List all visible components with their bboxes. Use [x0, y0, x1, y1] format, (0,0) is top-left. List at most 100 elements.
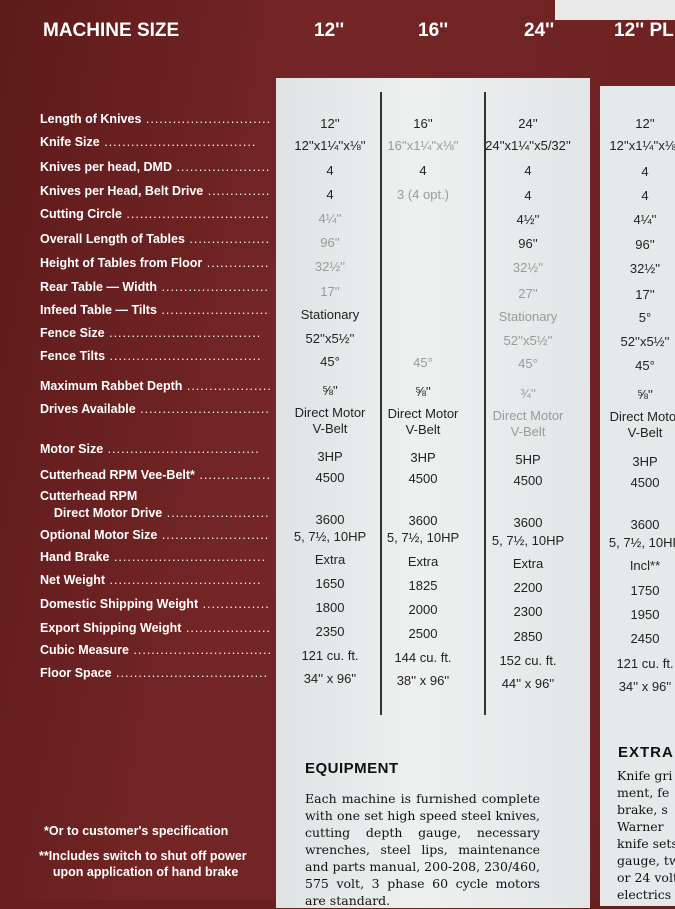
spec-value: 3HP: [632, 453, 658, 469]
spec-value: 12''x1¼''x⅛'': [609, 138, 675, 154]
spec-value: 17'': [320, 284, 340, 299]
size-header: 16'': [418, 20, 449, 41]
spec-value: 17'': [635, 286, 655, 302]
spec-value: 24''x1¼''x5/32'': [485, 138, 571, 154]
spec-value: ⅝'': [637, 387, 653, 402]
spec-value: 32½'': [629, 261, 661, 277]
spec-value: 3600: [513, 515, 543, 531]
row-label: Floor Space: [40, 666, 270, 680]
spec-value: 24'': [518, 116, 538, 131]
spec-value: 12'': [320, 116, 340, 131]
size-header: 24'': [524, 20, 555, 41]
spec-value: 4500: [408, 471, 438, 487]
row-label: Maximum Rabbet Depth: [40, 379, 270, 393]
spec-value: 1950: [630, 606, 660, 622]
spec-value: 3HP: [317, 449, 343, 464]
spec-value: 12'': [635, 116, 655, 131]
row-label: Infeed Table — Tilts: [40, 303, 270, 317]
footnote: **Includes switch to shut off power upon…: [39, 849, 247, 879]
spec-panel: [276, 78, 590, 908]
spec-value: 45°: [320, 354, 340, 369]
spec-value: 34'' x 96'': [618, 679, 672, 694]
spec-value: 32½'': [314, 259, 346, 274]
spec-value: 2850: [513, 628, 543, 644]
row-label: Net Weight: [40, 573, 270, 587]
page-corner: [555, 0, 675, 20]
size-header: 12'': [314, 20, 345, 41]
spec-value: 34'' x 96'': [303, 671, 357, 686]
row-label: Domestic Shipping Weight: [40, 597, 270, 611]
spec-value: Direct Motor V-Belt: [294, 405, 366, 436]
spec-value: 4½'': [516, 211, 540, 227]
spec-value: ¾'': [520, 385, 536, 401]
column-divider: [380, 92, 382, 715]
spec-value: 3HP: [410, 450, 436, 466]
spec-value: 45°: [413, 354, 433, 370]
spec-value: 3 (4 opt.): [396, 187, 450, 203]
spec-value: 1800: [315, 600, 345, 615]
spec-value: Stationary: [300, 307, 360, 322]
spec-value: 2350: [315, 624, 345, 639]
spec-value: 4: [326, 163, 334, 178]
spec-value: 1750: [630, 582, 660, 598]
spec-value: 4¼'': [318, 211, 342, 226]
spec-value: Direct Motor V-Belt: [492, 407, 564, 439]
row-label: Optional Motor Size: [40, 528, 270, 542]
spec-value: Incl**: [629, 558, 661, 574]
spec-panel-right: [600, 86, 675, 906]
spec-value: 38'' x 96'': [396, 673, 450, 688]
spec-value: 27'': [518, 285, 538, 301]
spec-value: 121 cu. ft.: [301, 648, 359, 663]
spec-value: 4: [524, 187, 532, 203]
spec-value: 96'': [635, 236, 655, 252]
spec-value: 4: [419, 163, 427, 179]
spec-value: 5, 7½, 10HP: [608, 534, 675, 550]
spec-value: 4: [641, 188, 649, 204]
row-label: Rear Table — Width: [40, 280, 270, 294]
machine-size-heading: MACHINE SIZE: [43, 20, 180, 41]
spec-value: 4¼'': [633, 212, 657, 228]
extras-heading: EXTRA: [618, 744, 674, 761]
row-label: Cutting Circle: [40, 207, 270, 221]
row-label: Cutterhead RPM Direct Motor Drive: [40, 488, 270, 522]
spec-value: 1650: [315, 576, 345, 591]
spec-value: 4: [524, 163, 532, 179]
spec-value: Direct Motor V-Belt: [387, 406, 459, 438]
spec-value: 2000: [408, 601, 438, 617]
row-label: Overall Length of Tables: [40, 232, 270, 246]
spec-value: Extra: [407, 553, 439, 569]
spec-value: 152 cu. ft.: [499, 652, 557, 668]
spec-value: 5, 7½, 10HP: [386, 530, 460, 546]
spec-value: 96'': [320, 235, 340, 250]
row-label: Drives Available: [40, 402, 270, 416]
spec-value: 5°: [638, 309, 652, 325]
row-label: Cubic Measure: [40, 643, 270, 657]
spec-value: 1825: [408, 577, 438, 593]
column-divider: [484, 92, 486, 715]
row-label: Export Shipping Weight: [40, 621, 270, 635]
spec-value: ⅝'': [415, 384, 431, 399]
spec-value: 96'': [518, 236, 538, 252]
size-header: 12'' PL: [614, 20, 674, 41]
spec-value: 52''x5½'': [503, 333, 553, 349]
spec-value: 5, 7½, 10HP: [293, 529, 367, 544]
row-label: Fence Tilts: [40, 349, 270, 363]
row-label: Knife Size: [40, 135, 270, 149]
spec-value: 16''x1¼''x⅛'': [387, 138, 459, 154]
spec-value: 45°: [635, 357, 655, 373]
spec-value: 144 cu. ft.: [394, 649, 452, 665]
spec-value: Extra: [512, 555, 544, 571]
row-label: Height of Tables from Floor: [40, 256, 270, 270]
row-label: Motor Size: [40, 442, 270, 456]
row-label: Fence Size: [40, 326, 270, 340]
extras-text: Knife gri ment, fe brake, s Warner knife…: [617, 768, 675, 902]
spec-value: 4: [641, 163, 649, 179]
spec-value: 121 cu. ft.: [616, 655, 674, 671]
spec-value: 3600: [630, 517, 660, 533]
spec-value: 32½'': [512, 260, 544, 276]
spec-value: 52''x5½'': [620, 334, 670, 350]
row-label: Hand Brake: [40, 550, 270, 564]
spec-value: Direct Motor V-Belt: [609, 409, 675, 441]
spec-value: 3600: [408, 513, 438, 529]
row-label: Knives per head, DMD: [40, 160, 270, 174]
